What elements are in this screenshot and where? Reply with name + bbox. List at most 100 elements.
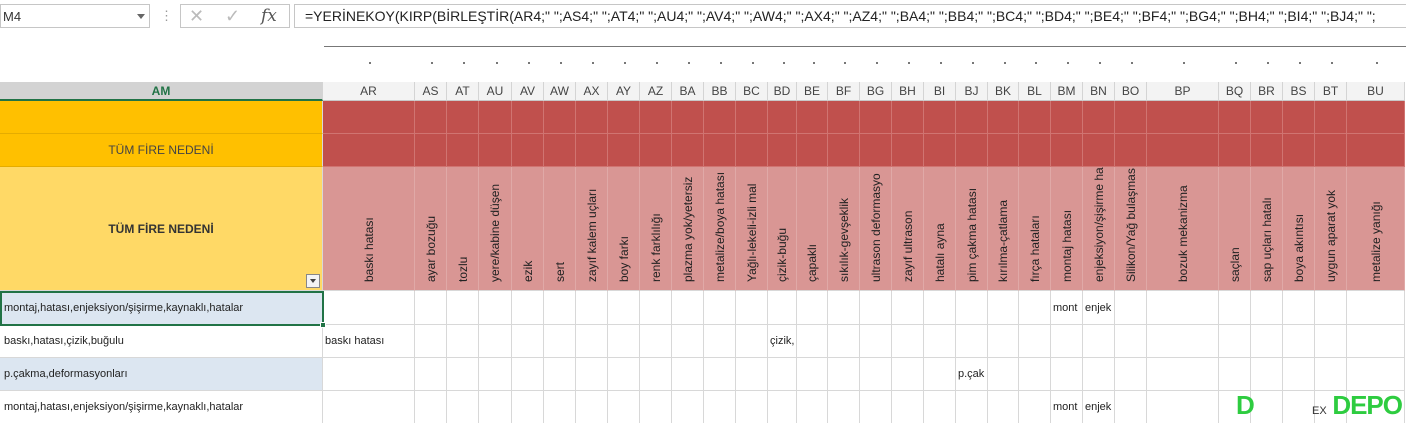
outline-dot[interactable] (1131, 62, 1133, 64)
header-cell-BO-3[interactable]: Silikon/Yağ bulaşmas (1115, 167, 1147, 291)
header-cell-AR-3[interactable]: baskı hatası (323, 167, 415, 291)
header-cell-AW-2[interactable] (544, 134, 576, 167)
data-cell-BG[interactable] (860, 391, 892, 423)
column-header-BH[interactable]: BH (892, 82, 924, 101)
column-header-AW[interactable]: AW (544, 82, 576, 101)
column-header-BL[interactable]: BL (1019, 82, 1051, 101)
am-header-row-3[interactable]: TÜM FİRE NEDENİ (0, 167, 323, 291)
outline-dot[interactable] (752, 62, 754, 64)
column-header-BR[interactable]: BR (1251, 82, 1283, 101)
header-cell-AW-3[interactable]: sert (544, 167, 576, 291)
data-cell-BR[interactable] (1251, 291, 1283, 325)
data-cell-BA[interactable] (672, 358, 704, 391)
header-cell-BU-1[interactable] (1347, 101, 1405, 134)
data-cell-BK[interactable] (988, 291, 1019, 325)
header-cell-BS-3[interactable]: boya akıntısı (1283, 167, 1315, 291)
header-cell-AU-3[interactable]: yere/kabine düşen (479, 167, 512, 291)
data-cell-BU[interactable] (1347, 325, 1405, 358)
data-cell-AS[interactable] (415, 391, 447, 423)
header-cell-AY-1[interactable] (608, 101, 640, 134)
data-cell-BC[interactable] (736, 325, 768, 358)
header-cell-BG-3[interactable]: ultrason deformasyo (860, 167, 892, 291)
column-header-AZ[interactable]: AZ (640, 82, 672, 101)
data-cell-AS[interactable] (415, 325, 447, 358)
header-cell-AZ-1[interactable] (640, 101, 672, 134)
data-cell-AU[interactable] (479, 291, 512, 325)
data-cell-BO[interactable] (1115, 325, 1147, 358)
header-cell-AZ-2[interactable] (640, 134, 672, 167)
outline-dot[interactable] (720, 62, 722, 64)
header-cell-AV-1[interactable] (512, 101, 544, 134)
data-cell-BR[interactable] (1251, 358, 1283, 391)
header-cell-AU-2[interactable] (479, 134, 512, 167)
header-cell-BQ-3[interactable]: saçlan (1219, 167, 1251, 291)
data-cell-AW[interactable] (544, 358, 576, 391)
data-cell-BA[interactable] (672, 391, 704, 423)
data-cell-BJ[interactable] (956, 291, 988, 325)
column-header-BB[interactable]: BB (704, 82, 736, 101)
data-cell-BL[interactable] (1019, 325, 1051, 358)
outline-dot[interactable] (876, 62, 878, 64)
filter-dropdown-icon[interactable] (306, 274, 320, 288)
outline-dot[interactable] (688, 62, 690, 64)
header-cell-BM-2[interactable] (1051, 134, 1083, 167)
column-header-AM[interactable]: AM (0, 82, 323, 101)
am-header-row-2[interactable]: TÜM FİRE NEDENİ (0, 134, 323, 167)
header-cell-AW-1[interactable] (544, 101, 576, 134)
data-cell-AV[interactable] (512, 325, 544, 358)
header-cell-BR-2[interactable] (1251, 134, 1283, 167)
header-cell-BM-3[interactable]: montaj hatası (1051, 167, 1083, 291)
header-cell-BT-2[interactable] (1315, 134, 1347, 167)
data-cell-AW[interactable] (544, 291, 576, 325)
data-cell-BP[interactable] (1147, 291, 1219, 325)
data-cell-AS[interactable] (415, 291, 447, 325)
data-cell-BK[interactable] (988, 325, 1019, 358)
data-cell-BO[interactable] (1115, 291, 1147, 325)
data-cell-BH[interactable] (892, 325, 924, 358)
data-cell-BF[interactable] (828, 325, 860, 358)
header-cell-AR-2[interactable] (323, 134, 415, 167)
data-cell-AT[interactable] (447, 325, 479, 358)
data-cell-AX[interactable] (576, 358, 608, 391)
header-cell-BE-3[interactable]: çapaklı (797, 167, 828, 291)
header-cell-AX-2[interactable] (576, 134, 608, 167)
outline-dot[interactable] (1235, 62, 1237, 64)
data-cell-BJ[interactable] (956, 325, 988, 358)
outline-dot[interactable] (1299, 62, 1301, 64)
header-cell-BG-2[interactable] (860, 134, 892, 167)
data-cell-BC[interactable] (736, 291, 768, 325)
data-cell-AM[interactable]: montaj,hatası,enjeksiyon/şişirme,kaynakl… (0, 291, 323, 325)
outline-dot[interactable] (463, 62, 465, 64)
data-cell-BO[interactable] (1115, 358, 1147, 391)
data-cell-BS[interactable] (1283, 391, 1315, 423)
header-cell-AU-1[interactable] (479, 101, 512, 134)
data-cell-BU[interactable] (1347, 391, 1405, 423)
data-cell-BP[interactable] (1147, 358, 1219, 391)
data-cell-BD[interactable] (768, 291, 797, 325)
data-cell-AV[interactable] (512, 358, 544, 391)
data-cell-BM[interactable]: mont (1051, 291, 1083, 325)
outline-dot[interactable] (782, 62, 785, 64)
outline-group-line[interactable] (324, 46, 1406, 47)
outline-dot[interactable] (1331, 62, 1333, 64)
header-cell-BE-2[interactable] (797, 134, 828, 167)
header-cell-BR-1[interactable] (1251, 101, 1283, 134)
column-header-BM[interactable]: BM (1051, 82, 1083, 101)
outline-dot[interactable] (908, 62, 910, 64)
header-cell-BA-2[interactable] (672, 134, 704, 167)
header-cell-AT-3[interactable]: tozlu (447, 167, 479, 291)
data-cell-BD[interactable] (768, 358, 797, 391)
data-cell-AM[interactable]: baskı,hatası,çizik,buğulu (0, 325, 323, 358)
data-cell-AZ[interactable] (640, 325, 672, 358)
data-cell-AW[interactable] (544, 391, 576, 423)
header-cell-BO-1[interactable] (1115, 101, 1147, 134)
data-cell-BG[interactable] (860, 358, 892, 391)
outline-dot[interactable] (495, 62, 498, 64)
data-cell-BL[interactable] (1019, 291, 1051, 325)
data-cell-AV[interactable] (512, 391, 544, 423)
outline-dot[interactable] (431, 62, 433, 64)
data-cell-BC[interactable] (736, 358, 768, 391)
data-cell-AV[interactable] (512, 291, 544, 325)
header-cell-BF-2[interactable] (828, 134, 860, 167)
column-header-BT[interactable]: BT (1315, 82, 1347, 101)
